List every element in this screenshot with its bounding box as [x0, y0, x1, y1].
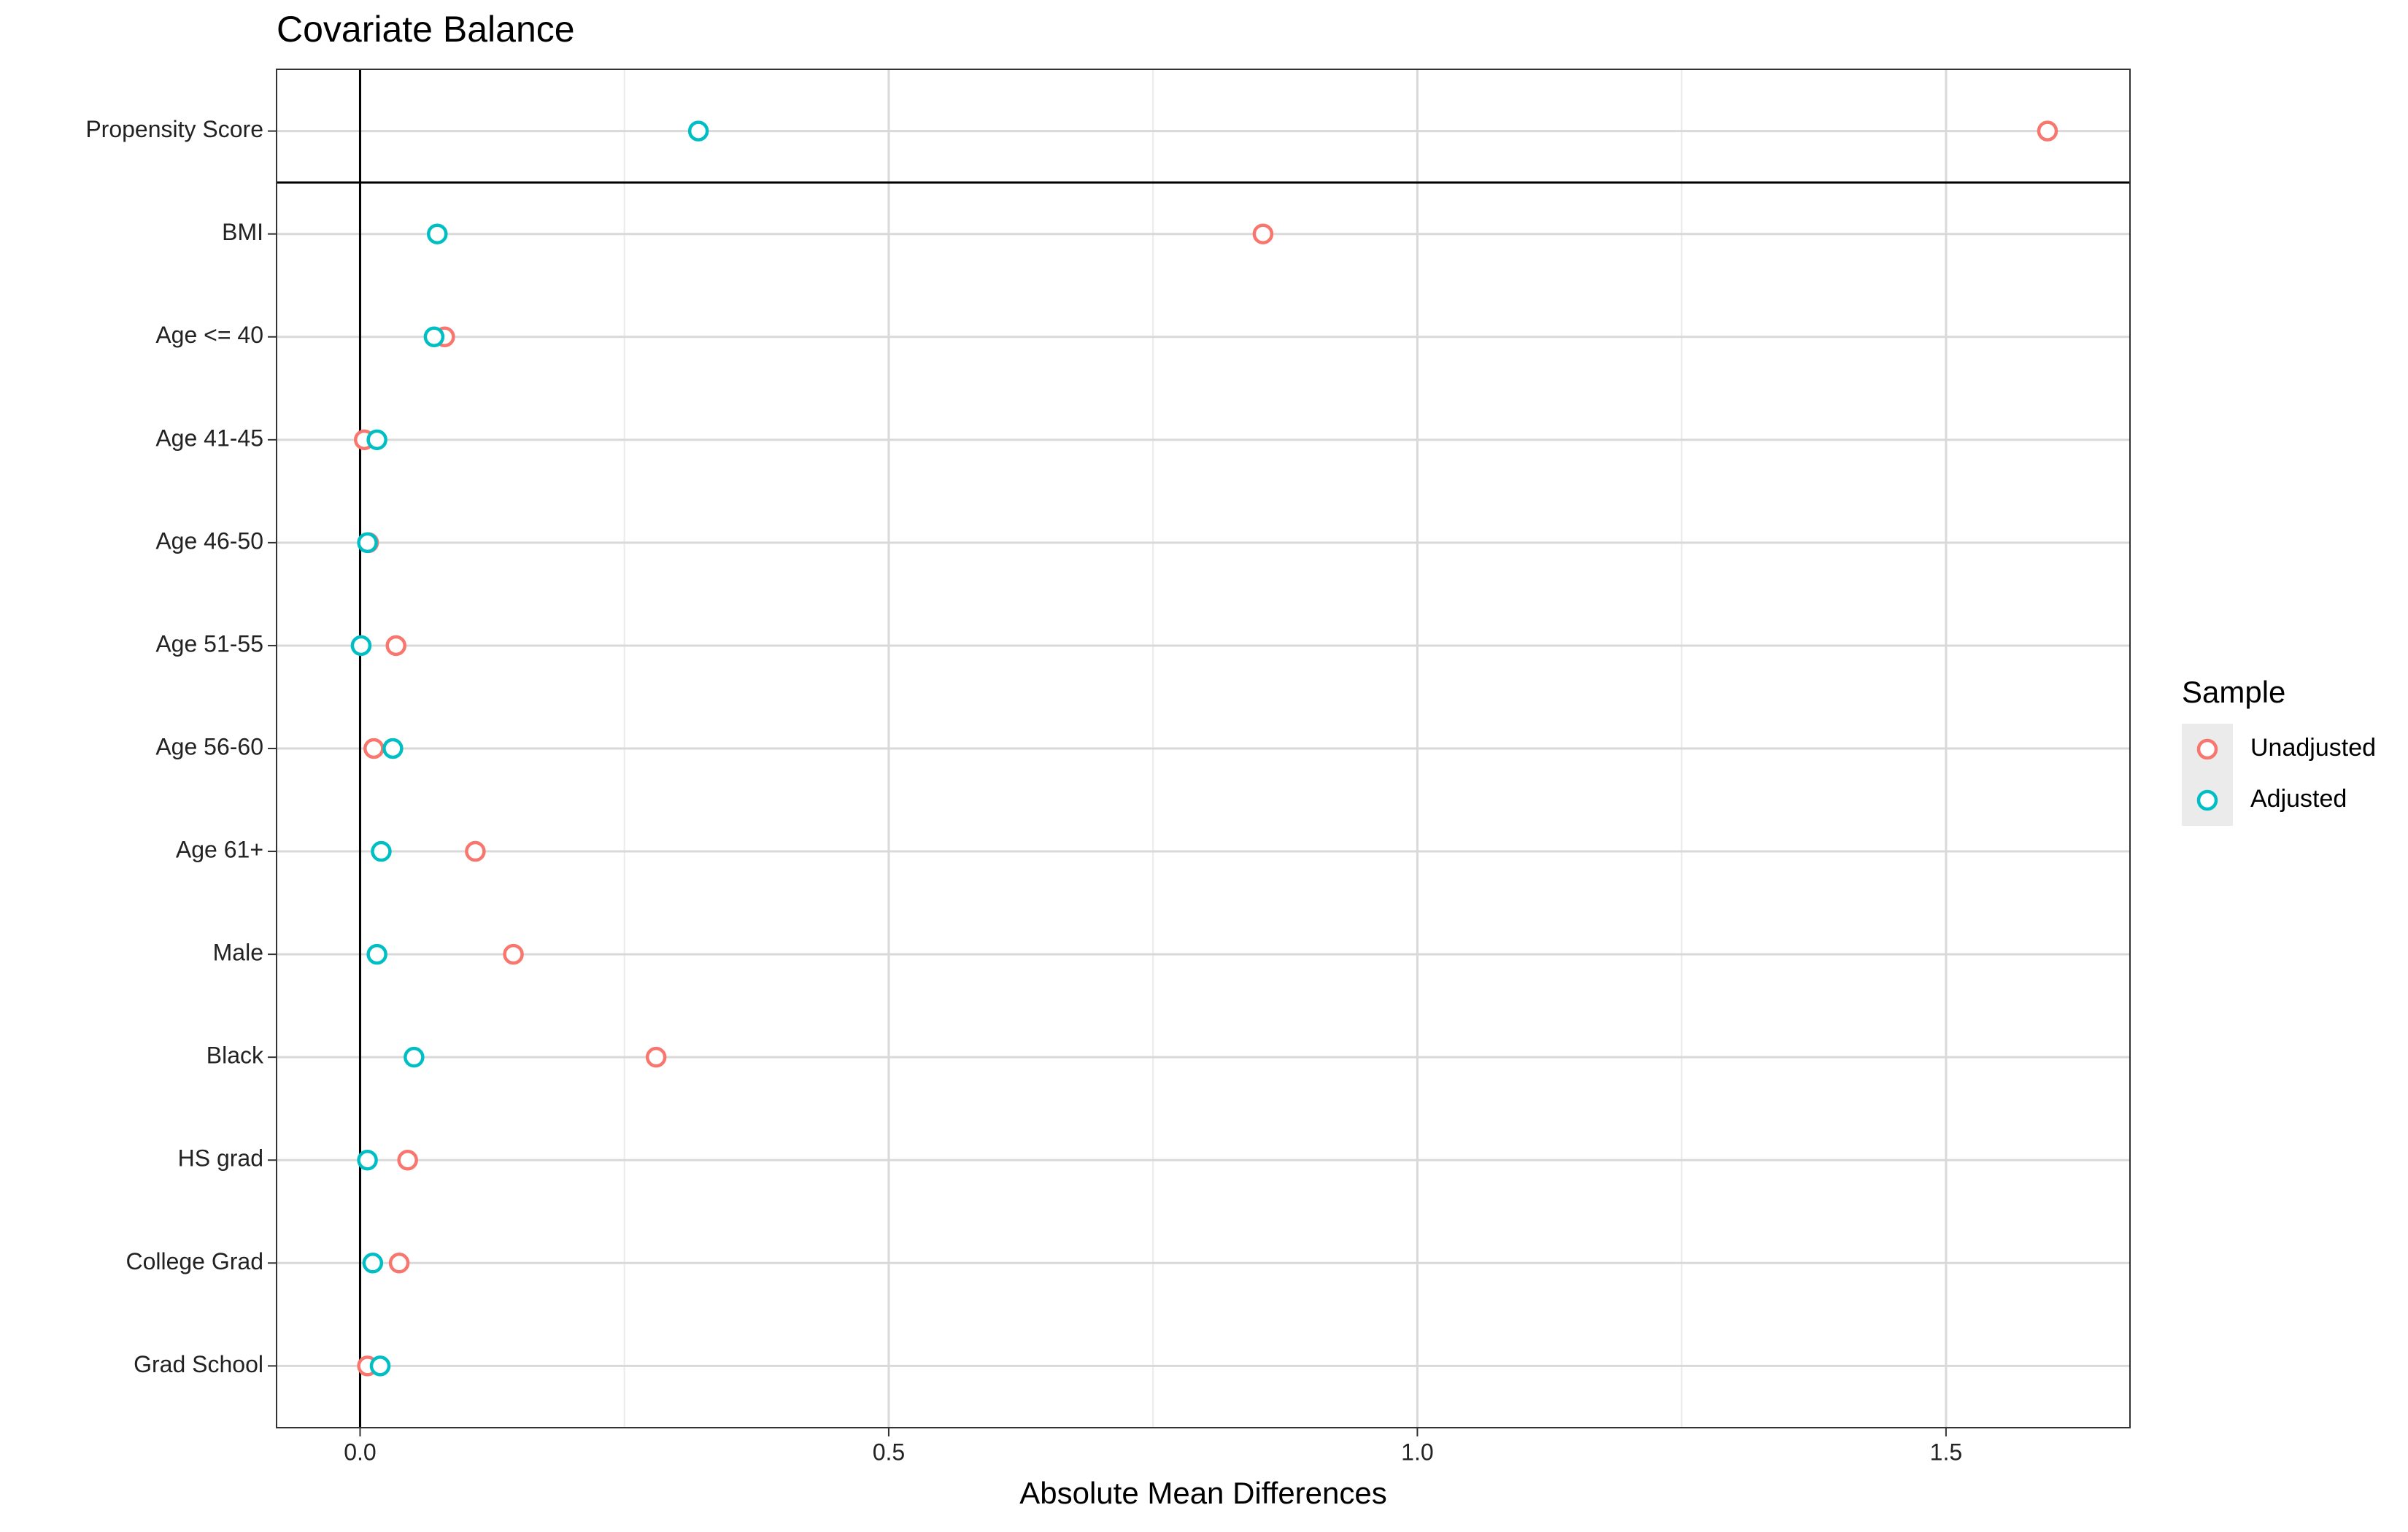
- y-tick-label: Male: [213, 940, 263, 966]
- y-tick-label: Propensity Score: [85, 116, 263, 142]
- x-axis-label: Absolute Mean Differences: [1019, 1476, 1387, 1510]
- point: [357, 532, 378, 554]
- y-tick-label: Age <= 40: [155, 322, 263, 348]
- panel-border: [276, 69, 2131, 1428]
- y-tick-label: HS grad: [178, 1145, 263, 1172]
- point: [366, 429, 387, 451]
- y-tick-label: College Grad: [126, 1248, 263, 1274]
- point: [350, 635, 372, 657]
- chart-title: Covariate Balance: [277, 9, 575, 50]
- point: [369, 1355, 391, 1377]
- y-tick-label: Grad School: [134, 1351, 263, 1377]
- point: [397, 1149, 418, 1171]
- point: [363, 738, 385, 759]
- legend-title: Sample: [2182, 675, 2285, 709]
- point: [645, 1046, 667, 1068]
- x-tick-label: 0.5: [873, 1439, 905, 1465]
- point: [388, 1253, 410, 1274]
- point: [1252, 223, 1274, 244]
- x-tick-label: 1.0: [1401, 1439, 1433, 1465]
- y-tick-label: Black: [207, 1042, 264, 1069]
- point: [687, 120, 709, 142]
- point: [503, 943, 524, 965]
- y-tick-label: Age 56-60: [155, 733, 263, 759]
- legend-marker: [2196, 738, 2218, 760]
- point: [371, 840, 392, 862]
- point: [465, 840, 486, 862]
- point: [2037, 120, 2058, 142]
- legend-label: Adjusted: [2250, 785, 2347, 813]
- point: [385, 635, 406, 657]
- y-tick-label: Age 46-50: [155, 527, 263, 554]
- y-tick-label: Age 51-55: [155, 630, 263, 657]
- legend-label: Unadjusted: [2250, 734, 2376, 762]
- point: [426, 223, 448, 244]
- point: [404, 1046, 425, 1068]
- x-tick-label: 0.0: [344, 1439, 376, 1465]
- point: [357, 1149, 378, 1171]
- y-tick-label: Age 41-45: [155, 425, 263, 451]
- y-tick-label: Age 61+: [176, 837, 263, 863]
- point: [366, 943, 387, 965]
- point: [362, 1253, 384, 1274]
- x-tick-label: 1.5: [1930, 1439, 1962, 1465]
- point: [423, 326, 445, 348]
- point: [382, 738, 404, 759]
- legend-marker: [2196, 789, 2218, 811]
- y-tick-label: BMI: [222, 219, 263, 245]
